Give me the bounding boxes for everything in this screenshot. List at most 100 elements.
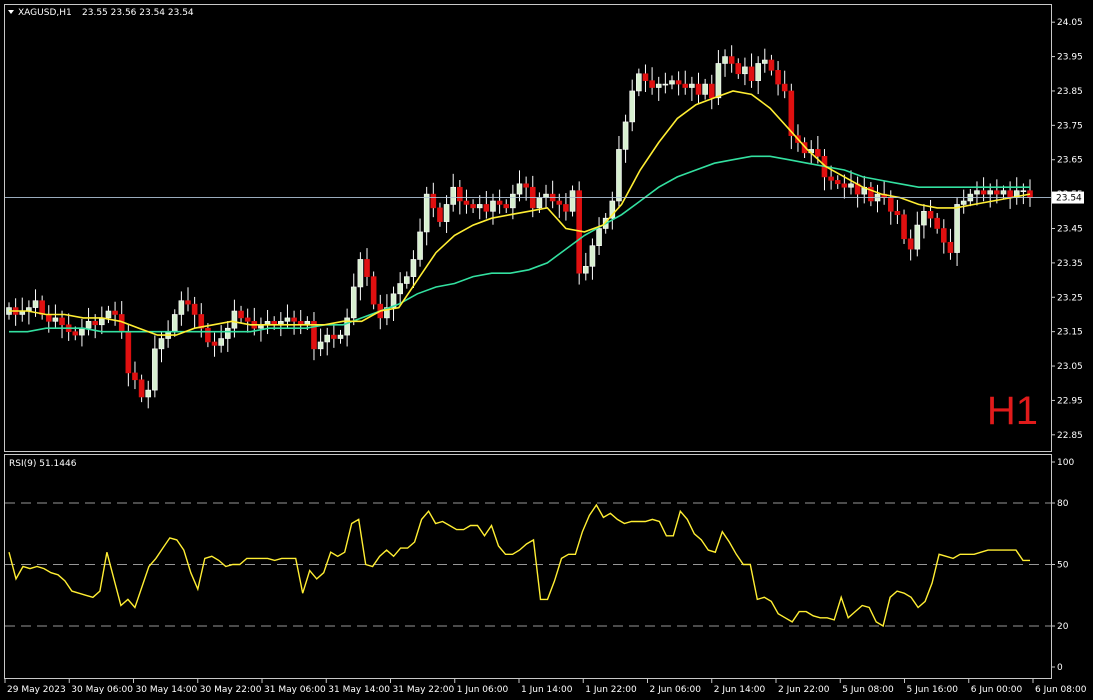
candle[interactable] xyxy=(695,72,702,104)
candle[interactable] xyxy=(881,180,887,205)
candle[interactable] xyxy=(821,149,828,191)
candle[interactable] xyxy=(105,305,112,324)
candle[interactable] xyxy=(655,76,662,101)
candle[interactable] xyxy=(927,199,934,228)
candle[interactable] xyxy=(629,79,636,132)
candle[interactable] xyxy=(901,209,907,244)
candle[interactable] xyxy=(503,199,510,214)
candle[interactable] xyxy=(112,301,118,326)
candle[interactable] xyxy=(450,173,457,212)
candle[interactable] xyxy=(622,114,629,163)
candlesticks[interactable] xyxy=(6,45,1033,409)
candle[interactable] xyxy=(768,54,775,76)
candle[interactable] xyxy=(582,252,589,281)
candle[interactable] xyxy=(476,195,483,220)
candle[interactable] xyxy=(357,252,364,301)
candle[interactable] xyxy=(636,68,642,97)
candle[interactable] xyxy=(138,374,145,403)
candle[interactable] xyxy=(118,301,125,339)
candle[interactable] xyxy=(350,273,357,326)
candle[interactable] xyxy=(470,199,476,214)
candle[interactable] xyxy=(722,49,728,77)
candle[interactable] xyxy=(742,57,748,86)
candle[interactable] xyxy=(417,218,423,267)
candle[interactable] xyxy=(616,136,622,209)
candle[interactable] xyxy=(211,332,218,357)
candle[interactable] xyxy=(1007,181,1013,209)
candle[interactable] xyxy=(291,310,297,335)
candle[interactable] xyxy=(755,56,761,95)
candle[interactable] xyxy=(171,309,178,337)
candle[interactable] xyxy=(324,327,331,356)
candle[interactable] xyxy=(543,184,549,209)
candle[interactable] xyxy=(191,296,198,328)
candle[interactable] xyxy=(344,308,350,347)
candle[interactable] xyxy=(423,186,430,246)
candle[interactable] xyxy=(178,291,185,326)
candle[interactable] xyxy=(914,211,921,257)
candle[interactable] xyxy=(370,271,377,310)
candle[interactable] xyxy=(463,189,470,214)
candle[interactable] xyxy=(430,182,437,218)
candle[interactable] xyxy=(874,184,881,213)
candle[interactable] xyxy=(960,189,967,214)
candle[interactable] xyxy=(921,204,927,239)
candle[interactable] xyxy=(675,71,682,96)
candle[interactable] xyxy=(1027,179,1033,207)
candle[interactable] xyxy=(364,248,370,286)
candle[interactable] xyxy=(152,335,158,398)
candle[interactable] xyxy=(834,175,841,189)
candle[interactable] xyxy=(165,320,171,348)
candle[interactable] xyxy=(205,323,211,348)
candle[interactable] xyxy=(682,70,689,95)
candle[interactable] xyxy=(954,197,960,266)
candle[interactable] xyxy=(841,174,848,199)
candle[interactable] xyxy=(244,308,251,333)
candle[interactable] xyxy=(443,195,450,233)
candle[interactable] xyxy=(596,217,602,255)
candle[interactable] xyxy=(132,361,138,390)
candle[interactable] xyxy=(79,318,85,347)
candle[interactable] xyxy=(762,48,768,73)
candle[interactable] xyxy=(748,53,755,88)
candle[interactable] xyxy=(65,313,72,341)
candle[interactable] xyxy=(662,72,669,94)
candle[interactable] xyxy=(549,180,556,209)
candle[interactable] xyxy=(125,324,132,387)
candle[interactable] xyxy=(854,176,861,208)
candle[interactable] xyxy=(99,306,105,335)
candle[interactable] xyxy=(576,181,582,285)
candle[interactable] xyxy=(496,189,503,214)
candle[interactable] xyxy=(331,323,337,348)
candle[interactable] xyxy=(397,272,403,304)
candle[interactable] xyxy=(437,202,443,227)
candle[interactable] xyxy=(569,185,576,217)
candle[interactable] xyxy=(264,309,271,335)
candle[interactable] xyxy=(994,179,1000,204)
candle[interactable] xyxy=(52,304,59,329)
candle[interactable] xyxy=(708,74,715,110)
candle[interactable] xyxy=(85,307,92,336)
candle[interactable] xyxy=(702,78,708,100)
candle[interactable] xyxy=(861,175,868,204)
candle[interactable] xyxy=(801,137,808,159)
candle[interactable] xyxy=(947,228,954,260)
candle[interactable] xyxy=(218,325,224,353)
candle[interactable] xyxy=(1013,177,1020,205)
candle[interactable] xyxy=(775,61,781,96)
candle[interactable] xyxy=(337,329,344,344)
candle[interactable] xyxy=(12,298,19,326)
candle[interactable] xyxy=(735,58,742,79)
candle[interactable] xyxy=(483,191,490,219)
candle[interactable] xyxy=(390,286,397,321)
candle[interactable] xyxy=(311,312,317,361)
candle[interactable] xyxy=(941,219,947,254)
candle[interactable] xyxy=(589,238,596,280)
candle[interactable] xyxy=(728,45,735,73)
candle[interactable] xyxy=(158,331,165,363)
candle[interactable] xyxy=(642,64,649,92)
candle[interactable] xyxy=(516,170,523,202)
candle[interactable] xyxy=(974,181,980,206)
candle[interactable] xyxy=(224,320,231,352)
